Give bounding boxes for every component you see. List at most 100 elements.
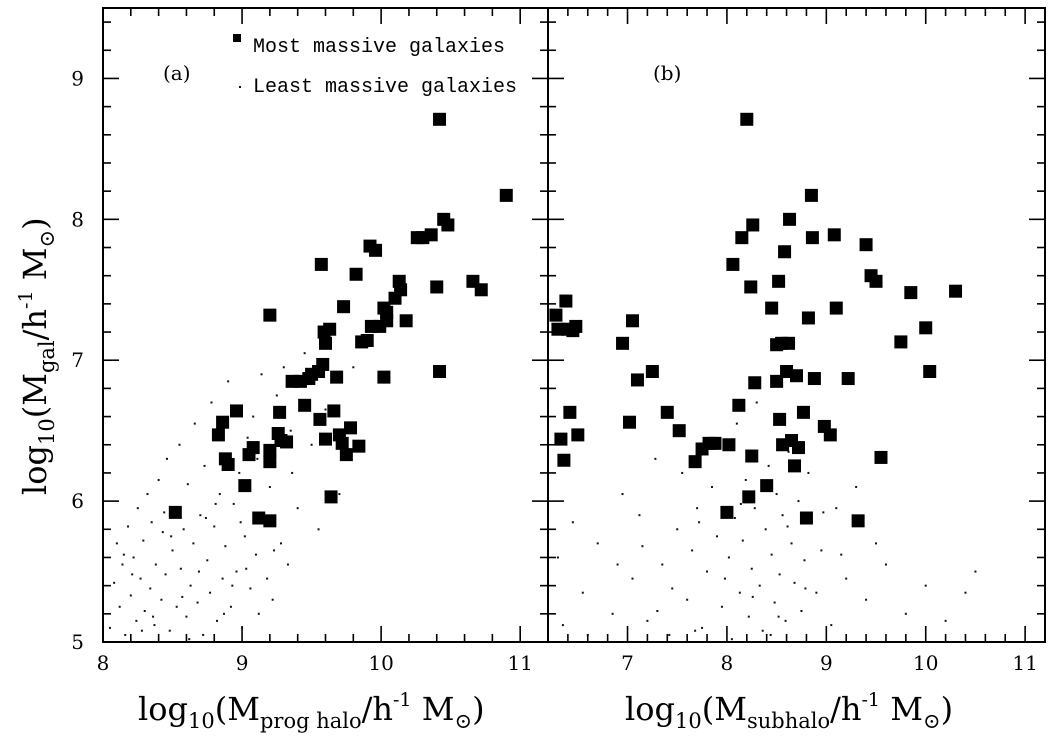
least-massive-point bbox=[224, 545, 227, 548]
x-tick-label: 11 bbox=[507, 651, 532, 675]
least-massive-point bbox=[686, 598, 689, 601]
least-massive-point bbox=[581, 591, 584, 594]
most-massive-point bbox=[327, 404, 341, 418]
x-tick-label: 9 bbox=[820, 651, 833, 675]
least-massive-point bbox=[786, 525, 789, 528]
least-massive-point bbox=[784, 619, 787, 622]
least-massive-point bbox=[256, 457, 259, 460]
least-massive-point bbox=[727, 556, 730, 559]
least-massive-point bbox=[753, 507, 756, 510]
most-massive-point bbox=[441, 218, 455, 232]
least-massive-point bbox=[129, 594, 132, 597]
most-massive-point bbox=[778, 245, 792, 259]
most-massive-point bbox=[339, 448, 353, 462]
least-massive-point bbox=[222, 612, 225, 615]
most-massive-point bbox=[394, 283, 408, 297]
most-massive-point bbox=[616, 336, 630, 350]
most-massive-point bbox=[923, 364, 937, 378]
most-massive-point bbox=[630, 373, 644, 387]
most-massive-point bbox=[625, 314, 639, 328]
most-massive-point bbox=[851, 514, 865, 528]
least-massive-point bbox=[181, 595, 184, 598]
least-massive-point bbox=[142, 539, 145, 542]
least-massive-point bbox=[706, 570, 709, 573]
least-massive-point bbox=[616, 563, 619, 566]
most-massive-point bbox=[319, 336, 332, 350]
least-massive-point bbox=[238, 471, 241, 474]
most-massive-point bbox=[433, 364, 447, 378]
most-massive-point bbox=[807, 372, 821, 386]
least-massive-point bbox=[696, 507, 699, 510]
least-massive-point bbox=[733, 517, 736, 520]
y-tick-label: 7 bbox=[71, 348, 84, 372]
y-tick-label: 6 bbox=[71, 489, 84, 513]
least-massive-point bbox=[192, 542, 195, 545]
panel-a: 8 9 10 11 5 6 7 8 9 (a) Most massive galaxies L… bbox=[71, 7, 549, 675]
least-massive-point bbox=[738, 591, 741, 594]
most-massive-point bbox=[760, 479, 774, 493]
most-massive-point bbox=[720, 505, 734, 519]
y-tick-label: 5 bbox=[71, 630, 84, 654]
most-massive-point bbox=[744, 280, 758, 294]
least-massive-point bbox=[698, 521, 701, 524]
panel-a-label: (a) bbox=[163, 61, 191, 85]
least-massive-point bbox=[136, 507, 139, 510]
least-massive-point bbox=[820, 549, 823, 552]
least-massive-point bbox=[656, 610, 659, 613]
most-massive-point bbox=[791, 441, 805, 455]
least-massive-point bbox=[218, 493, 221, 496]
most-massive-point bbox=[238, 479, 252, 493]
least-massive-point bbox=[139, 577, 142, 580]
least-massive-point bbox=[804, 587, 807, 590]
least-massive-point bbox=[113, 581, 116, 584]
most-massive-point bbox=[337, 300, 351, 314]
x-tick-label: 8 bbox=[721, 651, 734, 675]
least-massive-point bbox=[654, 457, 657, 460]
least-massive-point bbox=[118, 605, 121, 608]
most-massive-point bbox=[772, 274, 786, 288]
panel-a-y-tick-labels: 5 6 7 8 9 bbox=[71, 66, 84, 654]
least-massive-point bbox=[631, 577, 634, 580]
most-massive-point bbox=[894, 335, 908, 349]
most-massive-point bbox=[949, 284, 963, 298]
most-massive-point bbox=[745, 449, 759, 463]
least-massive-point bbox=[161, 531, 164, 534]
most-massive-point bbox=[571, 428, 585, 442]
least-massive-point bbox=[767, 464, 770, 467]
most-massive-point bbox=[273, 405, 287, 419]
most-massive-point bbox=[380, 305, 394, 319]
least-massive-point bbox=[193, 422, 196, 425]
most-massive-point bbox=[765, 301, 779, 315]
least-massive-point bbox=[764, 528, 767, 531]
most-massive-point bbox=[424, 228, 438, 242]
most-massive-point bbox=[211, 428, 225, 442]
panel-b-ticks bbox=[548, 8, 1045, 642]
most-massive-point bbox=[168, 505, 182, 519]
most-massive-point bbox=[252, 511, 266, 525]
most-massive-point bbox=[796, 405, 810, 419]
least-massive-point bbox=[165, 457, 168, 460]
least-massive-point bbox=[668, 633, 671, 636]
least-massive-point bbox=[282, 366, 285, 369]
most-massive-point bbox=[623, 415, 637, 429]
least-massive-point bbox=[150, 521, 153, 524]
least-massive-point bbox=[303, 352, 306, 355]
least-massive-point bbox=[835, 507, 838, 510]
most-massive-point bbox=[324, 490, 338, 504]
most-massive-point bbox=[352, 439, 366, 453]
most-massive-point bbox=[563, 405, 577, 419]
most-massive-point bbox=[801, 311, 815, 325]
least-massive-point bbox=[571, 521, 574, 524]
most-massive-point bbox=[746, 218, 760, 232]
most-massive-point bbox=[298, 398, 312, 412]
least-massive-point bbox=[747, 615, 750, 618]
least-massive-point bbox=[769, 633, 772, 636]
least-massive-point bbox=[964, 591, 967, 594]
most-massive-point bbox=[748, 376, 762, 390]
least-massive-point bbox=[944, 619, 947, 622]
x-axis-title-a: log10(Mprog halo/h-1 M⊙) bbox=[138, 689, 485, 733]
least-massive-point bbox=[171, 549, 174, 552]
panel-b-frame bbox=[547, 7, 1046, 643]
most-massive-point bbox=[708, 436, 722, 450]
least-massive-point bbox=[671, 587, 674, 590]
